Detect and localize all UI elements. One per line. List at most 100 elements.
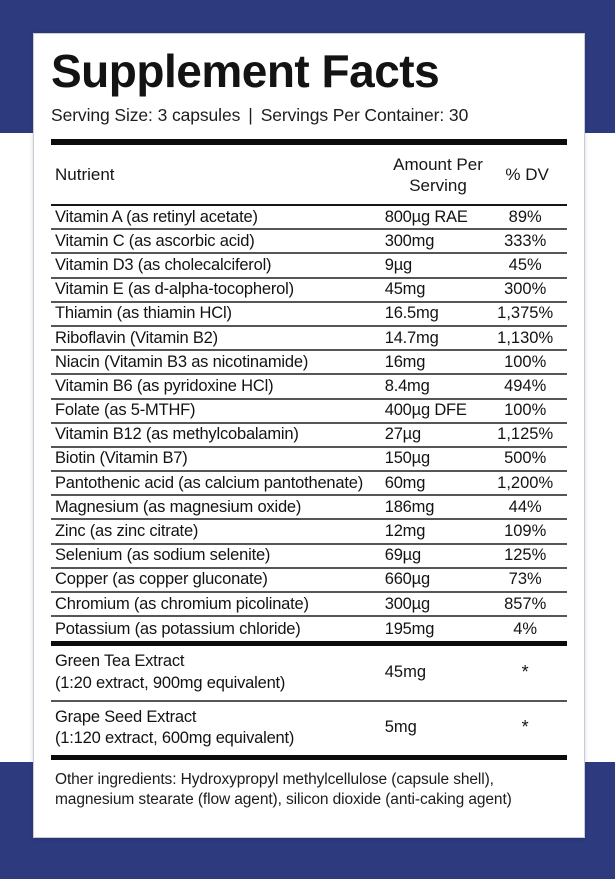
nutrient-name: Vitamin E (as d-alpha-tocopherol)	[55, 280, 294, 299]
nutrient-name: Vitamin C (as ascorbic acid)	[55, 231, 255, 250]
dv-value: 1,375%	[497, 304, 554, 323]
nutrient-row: Vitamin A (as retinyl acetate) 800µg RAE 8…	[51, 206, 567, 231]
nutrient-row: Vitamin C (as ascorbic acid) 300mg 333%	[51, 230, 567, 255]
dv-value: 89%	[508, 207, 542, 226]
amount-value: 186mg	[384, 497, 435, 516]
amount-value: 60mg	[384, 473, 426, 492]
dv-value: 100%	[504, 352, 547, 371]
nutrient-name: Zinc (as zinc citrate)	[55, 522, 199, 541]
column-header-amount: Amount Per Serving	[393, 154, 483, 195]
dv-value: 73%	[508, 570, 542, 589]
serving-separator: |	[248, 104, 253, 125]
supplement-facts-card: Supplement Facts Serving Size: 3 capsule…	[33, 33, 585, 838]
nutrient-name: Vitamin A (as retinyl acetate)	[55, 207, 258, 226]
nutrient-row: Zinc (as zinc citrate) 12mg 109%	[51, 520, 567, 545]
nutrient-name: Vitamin B12 (as methylcobalamin)	[55, 425, 299, 444]
nutrient-row: Vitamin B6 (as pyridoxine HCl) 8.4mg 494%	[51, 375, 567, 400]
dv-value: 1,130%	[497, 328, 554, 347]
nutrient-name: Chromium (as chromium picolinate)	[55, 594, 309, 613]
extract-name-line2: (1:20 extract, 900mg equivalent)	[55, 673, 286, 692]
amount-value: 400µg DFE	[384, 401, 467, 420]
extract-name-line2: (1:120 extract, 600mg equivalent)	[55, 728, 295, 747]
dv-value: 300%	[504, 280, 547, 299]
nutrient-row: Pantothenic acid (as calcium pantothenat…	[51, 472, 567, 497]
amount-value: 660µg	[384, 570, 430, 589]
nutrient-row: Magnesium (as magnesium oxide) 186mg 44%	[51, 496, 567, 521]
nutrient-row: Riboflavin (Vitamin B2) 14.7mg 1,130%	[51, 327, 567, 352]
nutrient-row: Thiamin (as thiamin HCl) 16.5mg 1,375%	[51, 303, 567, 327]
extract-amount: 45mg	[384, 663, 426, 681]
amount-value: 12mg	[384, 522, 426, 541]
nutrient-row: Vitamin E (as d-alpha-tocopherol) 45mg 300…	[51, 279, 567, 303]
amount-value: 300mg	[384, 231, 435, 250]
dv-value: 45%	[508, 255, 542, 274]
nutrient-name: Niacin (Vitamin B3 as nicotinamide)	[55, 352, 309, 371]
nutrient-name: Magnesium (as magnesium oxide)	[55, 497, 302, 516]
extract-dv: *	[521, 662, 529, 682]
dv-value: 100%	[504, 401, 547, 420]
dv-value: 1,125%	[497, 425, 554, 444]
nutrient-row: Biotin (Vitamin B7) 150µg 500%	[51, 448, 567, 473]
amount-value: 16.5mg	[384, 304, 439, 323]
serving-info-line: Serving Size: 3 capsules | Servings Per Co…	[51, 105, 567, 126]
nutrient-row: Selenium (as sodium selenite) 69µg 125%	[51, 545, 567, 569]
dv-value: 1,200%	[497, 473, 554, 492]
nutrient-row: Chromium (as chromium picolinate) 300µg 85…	[51, 593, 567, 618]
servings-per-container-text: Servings Per Container: 30	[260, 104, 469, 125]
dv-value: 494%	[504, 376, 547, 395]
nutrient-name: Folate (as 5-MTHF)	[55, 401, 196, 420]
dv-value: 4%	[513, 619, 538, 638]
nutrient-name: Riboflavin (Vitamin B2)	[55, 328, 218, 347]
amount-value: 69µg	[384, 546, 421, 565]
nutrient-name: Potassium (as potassium chloride)	[55, 619, 301, 638]
amount-value: 45mg	[384, 280, 426, 299]
amount-value: 300µg	[384, 594, 430, 613]
nutrient-row: Niacin (Vitamin B3 as nicotinamide) 16mg 1…	[51, 351, 567, 376]
other-ingredients-text: Other ingredients: Hydroxypropyl methylc…	[55, 770, 512, 809]
nutrient-row: Copper (as copper gluconate) 660µg 73%	[51, 569, 567, 594]
dv-value: 333%	[504, 231, 547, 250]
amount-value: 14.7mg	[384, 328, 439, 347]
extract-name-line1: Grape Seed Extract	[55, 707, 197, 726]
nutrient-row: Folate (as 5-MTHF) 400µg DFE 100%	[51, 400, 567, 424]
dv-value: 109%	[504, 522, 547, 541]
extract-name: Grape Seed Extract (1:120 extract, 600mg…	[55, 707, 385, 749]
nutrient-name: Copper (as copper gluconate)	[55, 570, 268, 589]
dv-value: 44%	[508, 497, 542, 516]
dv-value: 125%	[504, 546, 547, 565]
table-header-row: Nutrient Amount Per Serving % DV	[51, 145, 567, 207]
nutrient-name: Vitamin D3 (as cholecalciferol)	[55, 255, 272, 274]
amount-value: 150µg	[384, 449, 430, 468]
extract-amount: 5mg	[384, 718, 417, 737]
column-header-nutrient: Nutrient	[55, 164, 115, 184]
nutrient-name: Selenium (as sodium selenite)	[55, 546, 271, 565]
amount-value: 8.4mg	[384, 376, 430, 395]
nutrient-row: Vitamin B12 (as methylcobalamin) 27µg 1,12…	[51, 424, 567, 448]
extract-row-grape-seed: Grape Seed Extract (1:120 extract, 600mg…	[51, 702, 567, 755]
dv-value: 857%	[504, 594, 547, 613]
extract-name: Green Tea Extract (1:20 extract, 900mg e…	[55, 651, 385, 693]
footer-divider-thick	[51, 754, 567, 760]
serving-size-text: Serving Size: 3 capsules	[51, 104, 241, 125]
column-header-dv: % DV	[505, 164, 549, 184]
amount-value: 27µg	[384, 425, 421, 444]
amount-value: 195mg	[384, 619, 435, 638]
header-divider-thick	[51, 138, 567, 145]
amount-value: 9µg	[384, 255, 412, 274]
nutrient-name: Vitamin B6 (as pyridoxine HCl)	[55, 376, 274, 395]
amount-value: 800µg RAE	[384, 207, 468, 226]
page-title: Supplement Facts	[51, 45, 440, 97]
extract-dv: *	[521, 717, 529, 738]
dv-value: 500%	[504, 449, 547, 468]
nutrient-row: Potassium (as potassium chloride) 195mg 4%	[51, 617, 567, 641]
nutrient-name: Pantothenic acid (as calcium pantothenat…	[55, 473, 364, 492]
nutrient-rows-container: Vitamin A (as retinyl acetate) 800µg RAE 8…	[51, 206, 567, 641]
extract-row-green-tea: Green Tea Extract (1:20 extract, 900mg e…	[51, 646, 567, 702]
amount-value: 16mg	[384, 352, 426, 371]
extracts-divider-thick	[51, 641, 567, 647]
nutrient-name: Thiamin (as thiamin HCl)	[55, 304, 232, 323]
nutrient-row: Vitamin D3 (as cholecalciferol) 9µg 45%	[51, 254, 567, 279]
nutrient-name: Biotin (Vitamin B7)	[55, 449, 188, 468]
extract-name-line1: Green Tea Extract	[55, 652, 185, 671]
